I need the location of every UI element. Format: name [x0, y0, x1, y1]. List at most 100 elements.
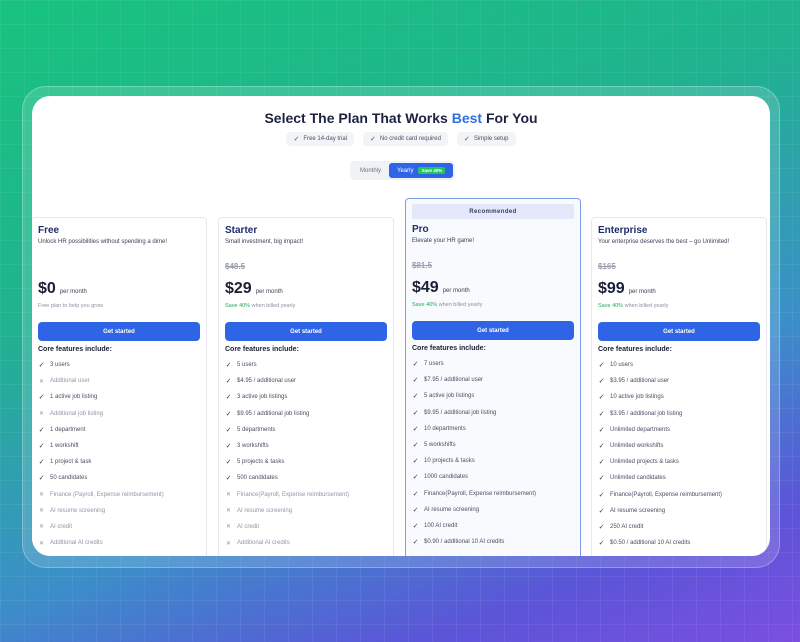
feature-item: ✕ AI credit — [38, 519, 200, 535]
plan-price: $99 — [598, 280, 625, 297]
price-row: $49 per month — [412, 279, 574, 297]
check-icon: ✓ — [598, 540, 605, 548]
cross-icon: ✕ — [225, 492, 232, 499]
billing-note: when billed yearly — [438, 302, 483, 308]
perk-label: Free 14-day trial — [303, 136, 348, 142]
feature-item: ✓ Unlimited projects & tasks — [598, 454, 760, 470]
get-started-button[interactable]: Get started — [598, 322, 760, 341]
feature-item: ✕ AI resume screening — [225, 503, 387, 519]
feature-item: ✓ $7.95 / additional user — [412, 372, 574, 388]
check-icon: ✓ — [38, 475, 45, 483]
perk-label: No credit card required — [379, 136, 441, 142]
plan-card-starter: Starter Small investment, big impact! $48.… — [218, 217, 394, 556]
get-started-button[interactable]: Get started — [38, 322, 200, 341]
feature-label: 3 active job listings — [237, 394, 288, 401]
check-icon: ✓ — [598, 523, 605, 531]
feature-item: ✕ Additional AI credits — [38, 535, 200, 551]
billing-toggle: Monthly Yearly Save 40% — [350, 161, 456, 180]
cross-icon: ✕ — [225, 508, 232, 515]
feature-label: 7 users — [424, 361, 444, 368]
check-icon: ✓ — [598, 459, 605, 467]
feature-item: ✓ $3.95 / additional job listing — [598, 406, 760, 422]
check-icon: ✓ — [412, 393, 419, 401]
price-note: Free plan to help you grow — [38, 303, 200, 312]
feature-item: ✓ 3 active job listings — [225, 389, 387, 405]
check-icon: ✓ — [412, 377, 419, 385]
cross-icon: ✕ — [38, 492, 45, 499]
check-icon: ✓ — [463, 136, 470, 143]
get-started-button[interactable]: Get started — [225, 322, 387, 341]
get-started-button[interactable]: Get started — [412, 321, 574, 340]
cross-icon: ✕ — [38, 540, 45, 547]
feature-item: ✓ $9.95 / additional job listing — [412, 405, 574, 421]
feature-label: AI credit — [50, 523, 73, 530]
feature-label: 250 AI credit — [610, 523, 644, 530]
feature-item: ✓ Finance(Payroll, Expense reimbursement) — [598, 487, 760, 503]
price-note: Save 40% when billed yearly — [412, 302, 574, 311]
feature-item: ✓ 10 projects & tasks — [412, 453, 574, 469]
perk-item: ✓ Free 14-day trial — [286, 132, 355, 146]
check-icon: ✓ — [225, 426, 232, 434]
feature-label: 3 workshifts — [237, 443, 269, 450]
feature-label: AI credit — [237, 523, 260, 530]
feature-label: $7.95 / additional user — [424, 377, 484, 384]
feature-item: ✓ 5 departments — [225, 422, 387, 438]
feature-item: ✓ 1 workshift — [38, 438, 200, 454]
cross-icon: ✕ — [38, 378, 45, 385]
billing-note: when billed yearly — [624, 303, 669, 309]
save-note: Save 40% — [225, 303, 251, 309]
feature-item: ✓ $0.50 / additional 10 AI credits — [598, 535, 760, 551]
feature-label: AI resume screening — [424, 506, 480, 513]
feature-label: 1 project & task — [50, 459, 92, 466]
billing-note: Free plan to help you grow — [38, 303, 104, 309]
per-month-label: per month — [255, 289, 283, 295]
feature-item: ✓ 10 departments — [412, 421, 574, 437]
perk-list: ✓ Free 14-day trial ✓ No credit card req… — [32, 132, 770, 146]
feature-item: ✓ 3 users — [38, 357, 200, 373]
check-icon: ✓ — [412, 425, 419, 433]
feature-label: Additional job listing — [50, 410, 104, 417]
feature-label: $3.95 / additional user — [610, 378, 670, 385]
check-icon: ✓ — [412, 458, 419, 466]
feature-item: ✓ 50 candidates — [38, 470, 200, 486]
check-icon: ✓ — [412, 522, 419, 530]
check-icon: ✓ — [225, 459, 232, 467]
plan-tagline: Your enterprise deserves the best – go U… — [598, 239, 730, 245]
plan-price: $29 — [225, 280, 252, 297]
feature-label: AI resume screening — [237, 507, 293, 514]
check-icon: ✓ — [598, 475, 605, 483]
yearly-option[interactable]: Yearly Save 40% — [389, 163, 454, 178]
feature-label: 1 active job listing — [50, 394, 98, 401]
check-icon: ✓ — [412, 506, 419, 514]
check-icon: ✓ — [598, 443, 605, 451]
feature-label: 5 active job listings — [424, 393, 475, 400]
price-row: $99 per month — [598, 280, 760, 298]
feature-item: ✓ 1 active job listing — [38, 389, 200, 405]
feature-item: ✓ AI resume screening — [412, 502, 574, 518]
check-icon: ✓ — [225, 362, 232, 370]
monthly-option[interactable]: Monthly — [360, 167, 382, 174]
save-note: Save 40% — [412, 302, 438, 308]
feature-label: $4.95 / additional user — [237, 378, 297, 385]
feature-label: Additional AI credits — [237, 540, 290, 547]
check-icon: ✓ — [412, 539, 419, 547]
feature-item: ✓ 1 department — [38, 422, 200, 438]
feature-item: ✓ Unlimited workshifts — [598, 438, 760, 454]
feature-item: ✓ $4.95 / additional user — [225, 373, 387, 389]
feature-label: 50 candidates — [50, 475, 88, 482]
feature-label: Additional AI credits — [50, 540, 103, 547]
feature-label: Finance(Payroll, Expense reimbursement) — [237, 491, 350, 498]
check-icon: ✓ — [598, 507, 605, 515]
check-icon: ✓ — [598, 362, 605, 370]
feature-label: $9.95 / additional job listing — [424, 409, 497, 416]
feature-item: ✕ AI resume screening — [38, 503, 200, 519]
check-icon: ✓ — [598, 378, 605, 386]
plan-card-pro: Recommended Pro Elevate your HR game! $81.5… — [405, 198, 581, 556]
feature-label: Unlimited candidates — [610, 475, 666, 482]
feature-label: 10 active job listings — [610, 394, 664, 401]
title-accent: Best — [451, 110, 483, 126]
per-month-label: per month — [442, 288, 470, 294]
feature-item: ✓ AI resume screening — [598, 503, 760, 519]
title-suffix: For You — [485, 110, 538, 126]
check-icon: ✓ — [598, 491, 605, 499]
